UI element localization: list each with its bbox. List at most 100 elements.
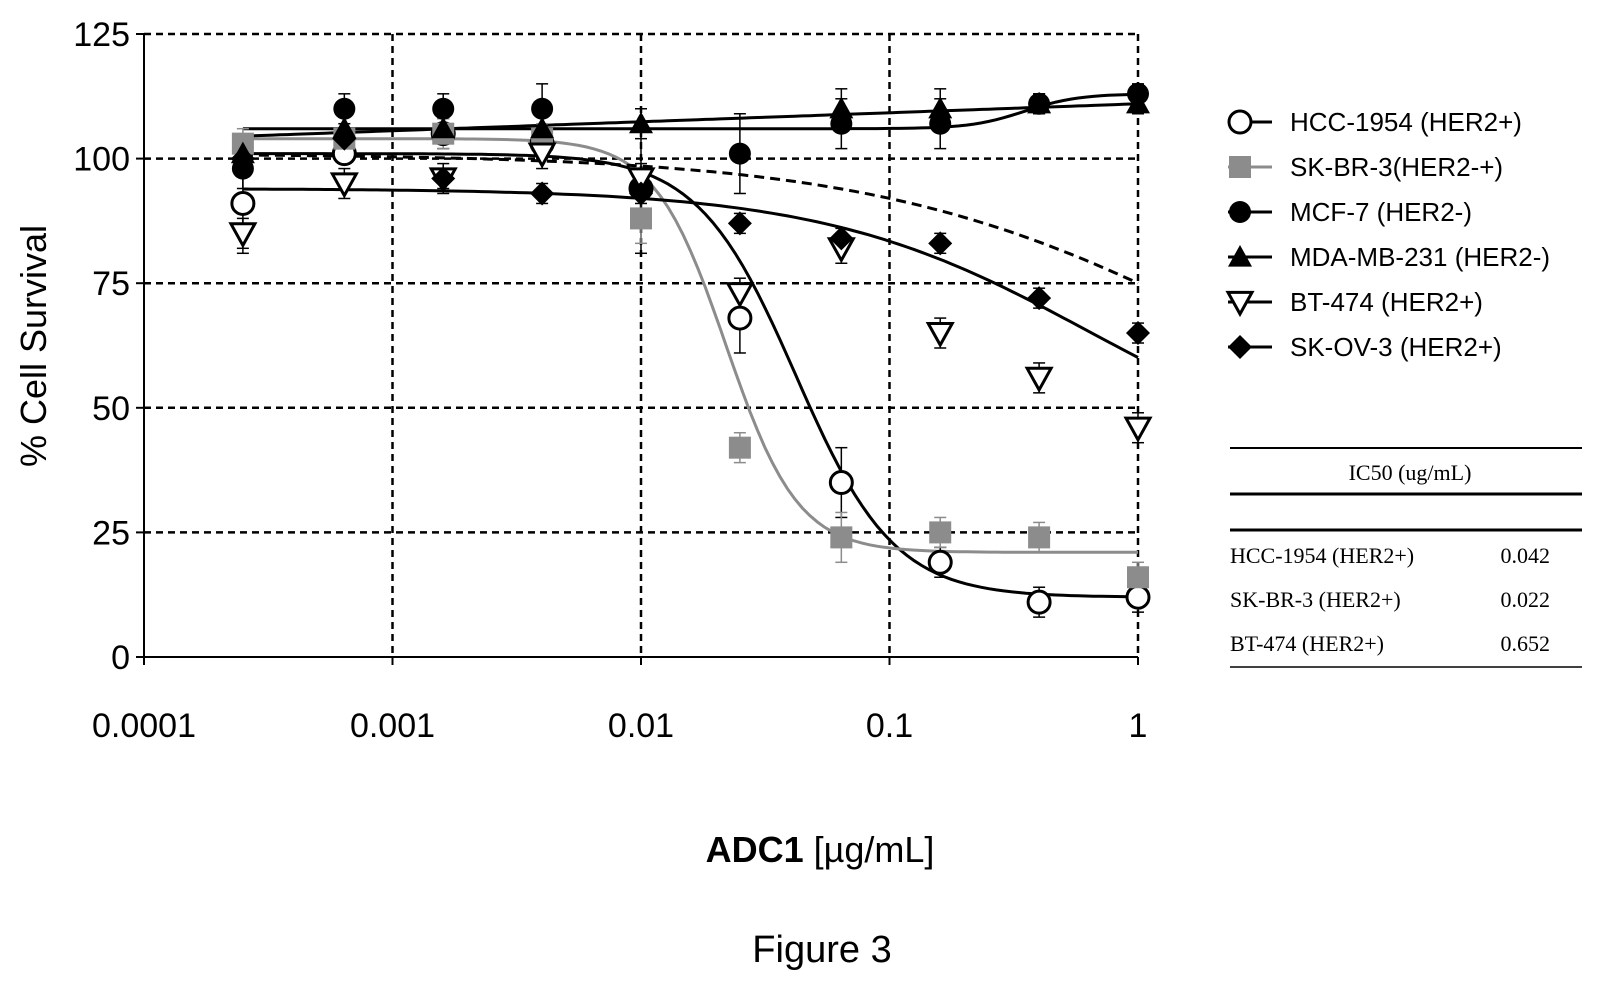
legend-label: MCF-7 (HER2-) [1290,197,1472,227]
data-point [829,96,854,119]
table-row: HCC-1954 (HER2+) 0.042 [1230,543,1550,568]
data-point [332,126,357,151]
data-point [728,142,751,165]
legend-entry: BT-474 (HER2+) [1225,287,1483,318]
data-point [725,282,755,309]
data-point [1126,91,1150,114]
data-point [1027,286,1052,311]
data-point [1024,366,1054,393]
data-point [929,521,952,544]
table-rows: HCC-1954 (HER2+) 0.042 SK-BR-3 (HER2+) 0.02… [1230,543,1550,656]
data-point [630,207,652,230]
y-tick-labels: 0 25 50 75 100 125 [73,16,130,677]
legend-entry: SK-OV-3 (HER2+) [1228,332,1502,362]
y-tick-label: 0 [111,639,130,677]
legend-label: HCC-1954 (HER2+) [1290,107,1522,137]
y-tick-label: 100 [73,141,130,179]
legend-label: BT-474 (HER2+) [1290,287,1483,317]
data-point [727,305,753,331]
data-point [629,111,653,134]
legend-entry: MDA-MB-231 (HER2-) [1228,242,1550,272]
fit-curve [242,152,1139,599]
data-point [431,166,456,191]
figure-caption: Figure 3 [752,929,891,971]
legend-marker [1229,156,1251,178]
table-header: IC50 (ug/mL) [1349,460,1472,485]
data-point [1127,566,1149,589]
y-axis-label: % Cell Survival [13,225,54,467]
x-tick-label: 1 [1129,707,1148,745]
legend-entry: SK-BR-3(HER2-+) [1228,152,1503,182]
legend-label: MDA-MB-231 (HER2-) [1290,242,1550,272]
legend-marker [1228,245,1252,267]
table-row-label: SK-BR-3 (HER2+) [1230,587,1401,612]
data-point [1028,526,1051,549]
data-point [928,96,953,119]
y-tick-label: 125 [73,16,130,54]
data-point [1027,91,1052,114]
legend-entry: MCF-7 (HER2-) [1228,197,1472,227]
legend-label: SK-BR-3(HER2-+) [1290,152,1503,182]
table-row-value: 0.652 [1501,631,1551,656]
table-row: BT-474 (HER2+) 0.652 [1230,631,1550,656]
table-row-value: 0.042 [1501,543,1551,568]
legend-marker [1228,335,1252,359]
fit-curve [242,92,1139,131]
y-tick-label: 25 [92,514,130,552]
x-tick-label: 0.001 [350,707,435,745]
data-point [531,97,554,120]
data-point [829,226,854,251]
data-point [329,172,359,199]
data-point [1123,416,1153,443]
legend-label: SK-OV-3 (HER2+) [1290,332,1502,362]
fit-curve [242,102,1139,138]
data-point [629,181,653,206]
data-point [527,142,557,169]
x-tick-labels: 0.0001 0.001 0.01 0.1 1 [92,707,1147,745]
data-point [728,436,751,459]
data-point [1026,589,1052,615]
data-point [1126,321,1150,346]
data-point [830,526,853,549]
axes [136,33,1139,665]
table-row-label: HCC-1954 (HER2+) [1230,543,1414,568]
ic50-table: IC50 (ug/mL) HCC-1954 (HER2+) 0.042 SK-BR-… [1230,447,1582,668]
x-axis-label-bold: ADC1 [706,829,804,870]
data-point [626,167,656,194]
data-markers [228,82,1153,615]
data-point [530,116,555,139]
data-point [230,190,256,216]
data-point [727,211,752,236]
x-axis-label-unit: [µg/mL] [804,829,935,870]
data-point [432,97,455,120]
data-point [333,97,356,120]
y-tick-label: 50 [92,390,130,428]
data-point [230,146,255,171]
fit-curve [242,137,1138,554]
x-tick-label: 0.01 [608,707,674,745]
data-point [1125,584,1151,610]
table-row-label: BT-474 (HER2+) [1230,631,1384,656]
table-row: SK-BR-3 (HER2+) 0.022 [1230,587,1550,612]
legend-entry: HCC-1954 (HER2+) [1227,107,1522,137]
data-point [928,231,953,256]
x-tick-label: 0.1 [866,707,913,745]
data-point [925,321,955,349]
data-point [927,549,953,575]
table-row-value: 0.022 [1501,587,1551,612]
data-point [431,116,456,139]
legend-marker [1227,109,1253,135]
legend-marker [1229,201,1251,223]
fit-curve [242,153,1139,285]
legend: HCC-1954 (HER2+) SK-BR-3(HER2-+) MCF-7 (HE… [1225,107,1550,362]
fit-curve [242,187,1139,359]
data-point [228,222,258,249]
error-bars [236,83,1144,618]
legend-marker [1225,290,1255,318]
x-tick-label: 0.0001 [92,707,196,745]
y-tick-label: 75 [92,265,130,303]
fit-curves [242,92,1139,599]
x-axis-label: ADC1 [µg/mL] [706,829,935,870]
data-point [828,470,854,496]
